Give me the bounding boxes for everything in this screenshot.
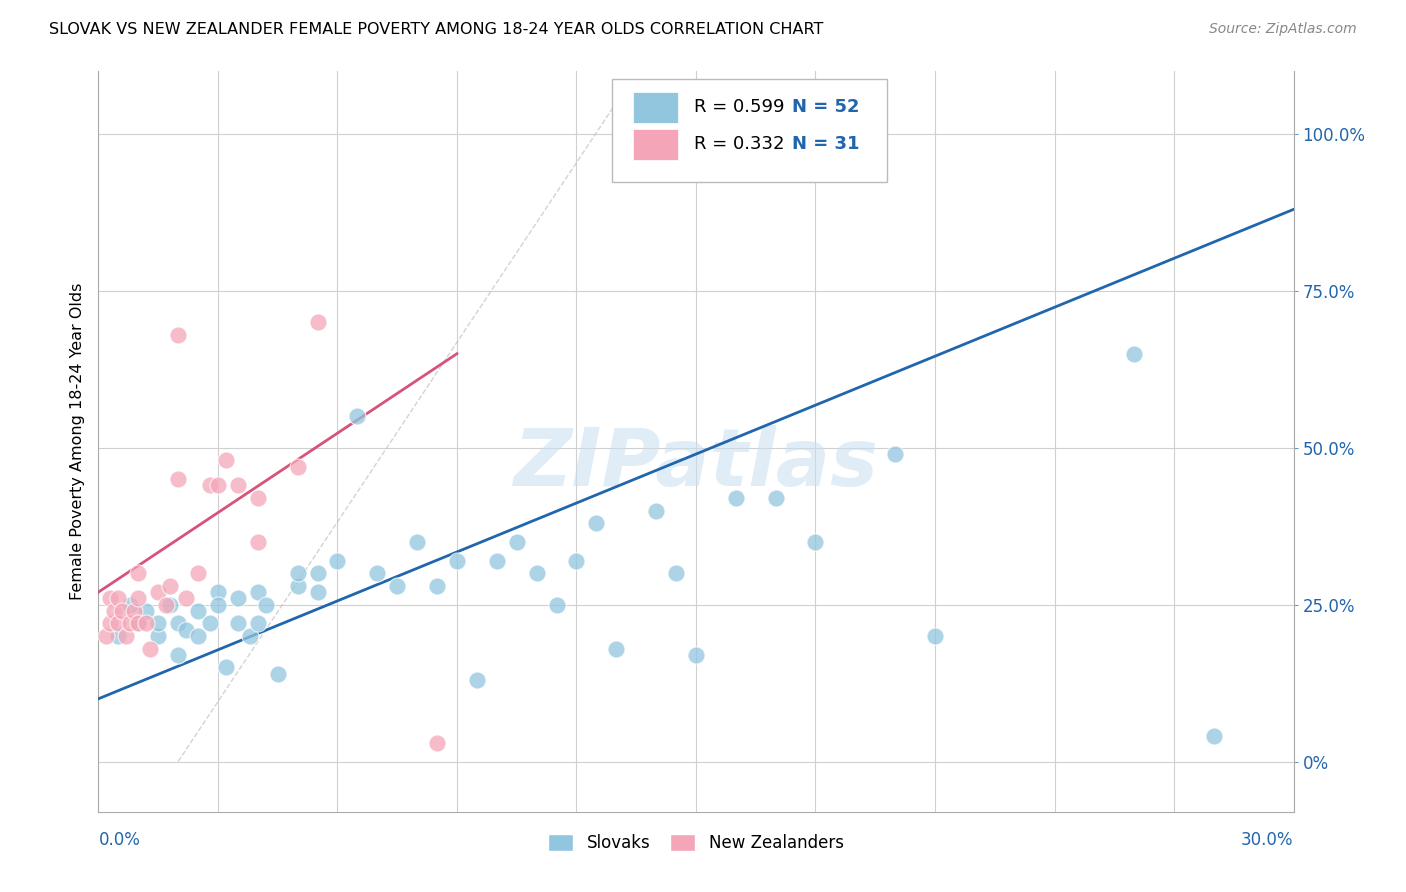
Point xyxy=(167,616,190,631)
Point xyxy=(426,736,449,750)
Text: 30.0%: 30.0% xyxy=(1241,830,1294,848)
Text: SLOVAK VS NEW ZEALANDER FEMALE POVERTY AMONG 18-24 YEAR OLDS CORRELATION CHART: SLOVAK VS NEW ZEALANDER FEMALE POVERTY A… xyxy=(49,22,824,37)
Point xyxy=(724,491,747,505)
Point xyxy=(226,616,249,631)
Point xyxy=(159,598,181,612)
Point xyxy=(485,554,508,568)
Point xyxy=(215,660,238,674)
Point xyxy=(187,629,209,643)
Point xyxy=(765,491,787,505)
Point xyxy=(96,629,118,643)
Y-axis label: Female Poverty Among 18-24 Year Olds: Female Poverty Among 18-24 Year Olds xyxy=(69,283,84,600)
Point xyxy=(98,616,122,631)
Point xyxy=(159,579,181,593)
Point xyxy=(215,453,238,467)
Point xyxy=(685,648,707,662)
Point xyxy=(103,604,125,618)
Point xyxy=(107,629,129,643)
Point xyxy=(585,516,607,530)
Point xyxy=(287,579,309,593)
Text: N = 52: N = 52 xyxy=(792,98,859,116)
Point xyxy=(148,616,170,631)
Point xyxy=(804,535,827,549)
Text: ZIPatlas: ZIPatlas xyxy=(513,425,879,503)
Point xyxy=(127,566,149,581)
Point xyxy=(174,591,197,606)
Point xyxy=(1202,730,1225,744)
FancyBboxPatch shape xyxy=(613,78,887,183)
Point xyxy=(120,598,142,612)
Text: R = 0.599: R = 0.599 xyxy=(693,98,785,116)
Point xyxy=(139,641,162,656)
Legend: Slovaks, New Zealanders: Slovaks, New Zealanders xyxy=(541,828,851,859)
Point xyxy=(526,566,548,581)
Point xyxy=(98,591,122,606)
Point xyxy=(187,604,209,618)
Point xyxy=(148,629,170,643)
Point xyxy=(127,591,149,606)
Point xyxy=(174,623,197,637)
Point xyxy=(246,491,269,505)
Point xyxy=(127,616,149,631)
Point xyxy=(506,535,529,549)
Point xyxy=(246,616,269,631)
Point xyxy=(346,409,368,424)
Point xyxy=(287,566,309,581)
Point xyxy=(307,585,329,599)
Point xyxy=(115,629,138,643)
Point xyxy=(120,616,142,631)
Point xyxy=(198,478,221,492)
Text: R = 0.332: R = 0.332 xyxy=(693,135,785,153)
Point xyxy=(127,616,149,631)
FancyBboxPatch shape xyxy=(633,92,678,123)
Point xyxy=(385,579,409,593)
Point xyxy=(1123,347,1146,361)
Text: Source: ZipAtlas.com: Source: ZipAtlas.com xyxy=(1209,22,1357,37)
Point xyxy=(111,604,134,618)
Point xyxy=(155,598,177,612)
Point xyxy=(605,641,627,656)
Point xyxy=(226,591,249,606)
Text: 0.0%: 0.0% xyxy=(98,830,141,848)
Point xyxy=(246,535,269,549)
Point xyxy=(207,585,229,599)
Point xyxy=(246,585,269,599)
Point xyxy=(207,478,229,492)
Point xyxy=(267,666,290,681)
Point xyxy=(287,459,309,474)
Point xyxy=(924,629,946,643)
Point xyxy=(124,604,146,618)
Point xyxy=(198,616,221,631)
Point xyxy=(107,591,129,606)
Point xyxy=(167,472,190,486)
Point xyxy=(254,598,277,612)
Point xyxy=(565,554,588,568)
Point xyxy=(307,315,329,329)
Point xyxy=(665,566,688,581)
Point xyxy=(546,598,568,612)
Point xyxy=(884,447,907,461)
Point xyxy=(226,478,249,492)
Point xyxy=(239,629,262,643)
Point xyxy=(148,585,170,599)
Point xyxy=(426,579,449,593)
FancyBboxPatch shape xyxy=(633,129,678,161)
Point xyxy=(187,566,209,581)
Point xyxy=(366,566,388,581)
Point xyxy=(135,616,157,631)
Point xyxy=(326,554,349,568)
Point xyxy=(107,616,129,631)
Point xyxy=(406,535,429,549)
Point xyxy=(446,554,468,568)
Point xyxy=(307,566,329,581)
Point xyxy=(167,327,190,342)
Point xyxy=(135,604,157,618)
Point xyxy=(465,673,488,687)
Point xyxy=(645,503,668,517)
Point xyxy=(207,598,229,612)
Point xyxy=(167,648,190,662)
Text: N = 31: N = 31 xyxy=(792,135,859,153)
